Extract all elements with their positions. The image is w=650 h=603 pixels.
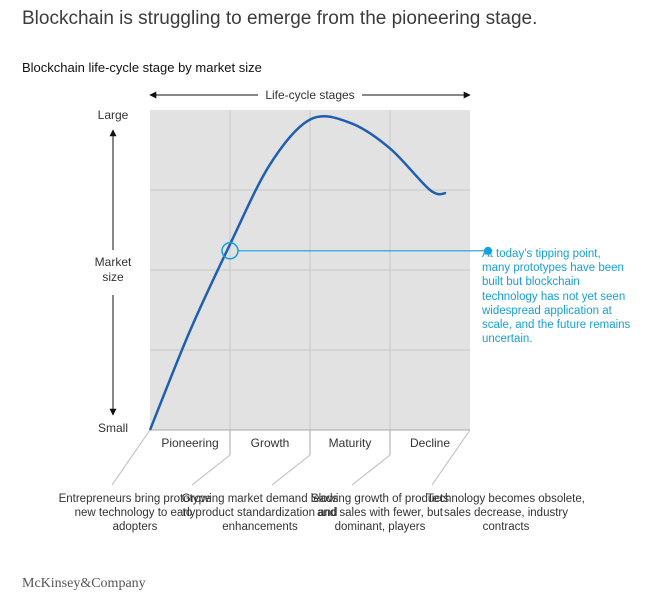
stage-connector-lines (111, 429, 471, 486)
gridlines (150, 110, 470, 430)
series-line-market-size (148, 115, 447, 431)
category-label-decline: Decline (410, 436, 450, 450)
stage-connector-line (111, 429, 151, 486)
category-label-maturity: Maturity (329, 436, 372, 450)
y-axis-label: Market size (95, 255, 132, 284)
stage-description-growth: Growing market demand leads to product s… (181, 493, 339, 533)
x-axis-label: Life-cycle stages (265, 88, 354, 102)
mckinsey-logo: McKinsey&Company (22, 576, 146, 591)
y-axis-bottom-label: Small (98, 421, 128, 435)
callout-dot (484, 246, 492, 255)
tipping-point-annotation: At today’s tipping point, many prototype… (482, 248, 631, 346)
stage-description-decline: Technology becomes obsolete, sales decre… (427, 493, 585, 533)
stage-description-maturity: Slowing growth of products and sales wit… (310, 493, 450, 533)
x-axis-label-bg (258, 86, 362, 104)
y-axis-label-line: Market (95, 255, 132, 269)
y-axis-top-label: Large (98, 108, 129, 122)
stage-connector-line (191, 454, 231, 486)
y-axis-label-line: size (102, 270, 124, 284)
chart-title: Blockchain life-cycle stage by market si… (22, 60, 262, 75)
tipping-point-marker (221, 242, 239, 260)
stage-connector-line (351, 454, 391, 486)
category-labels: Pioneering Growth Maturity Decline (161, 430, 450, 455)
stage-description-pioneering: Entrepreneurs bring prototype new techno… (58, 493, 212, 533)
stage-connector-line (431, 429, 471, 486)
category-label-pioneering: Pioneering (161, 436, 218, 450)
category-label-growth: Growth (251, 436, 290, 450)
headline: Blockchain is struggling to emerge from … (22, 8, 538, 29)
stage-connector-line (271, 454, 311, 486)
